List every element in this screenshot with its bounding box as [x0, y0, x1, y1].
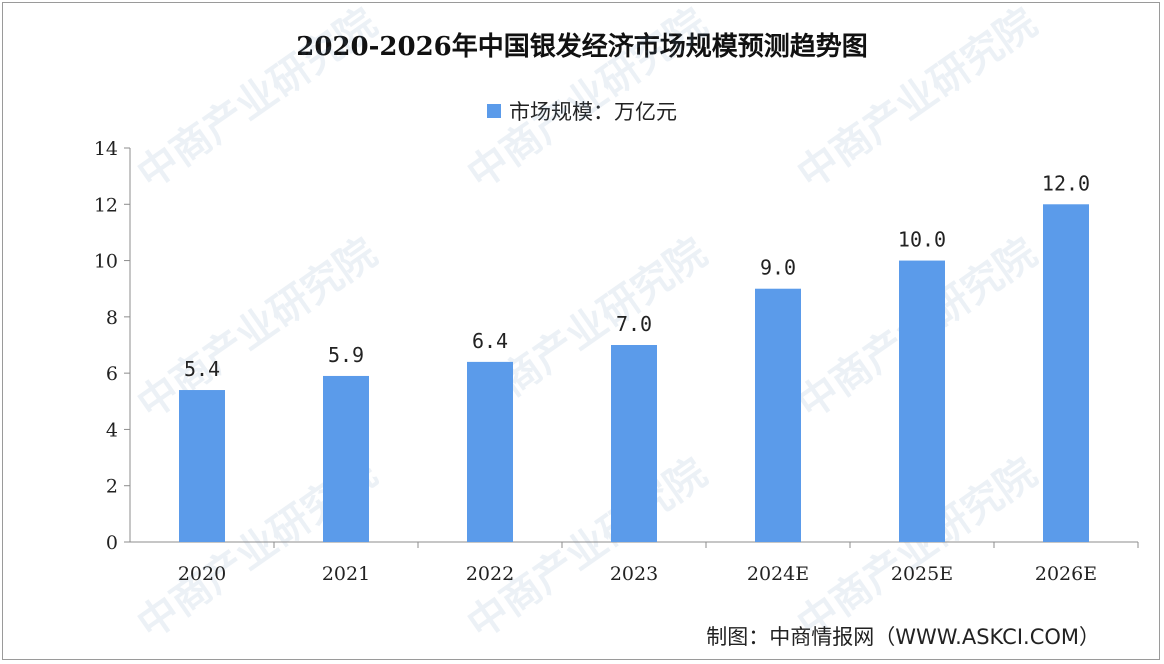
- y-tick-label: 4: [106, 419, 118, 441]
- bar-2021: [323, 375, 369, 542]
- value-label-2023: 7.0: [616, 312, 652, 336]
- y-tick-label: 6: [106, 363, 118, 385]
- bar-2024E: [755, 288, 801, 542]
- legend: 市场规模：万亿元: [0, 96, 1164, 126]
- watermark-text: 中商产业研究院: [129, 0, 385, 198]
- y-tick-label: 10: [94, 251, 118, 273]
- x-tick-label-2026E: 2026E: [1035, 563, 1097, 585]
- value-label-2026E: 12.0: [1042, 171, 1090, 195]
- bar-2020: [179, 390, 225, 542]
- x-tick-label-2021: 2021: [322, 563, 370, 585]
- y-tick-label: 12: [94, 194, 118, 216]
- value-label-2025E: 10.0: [898, 228, 946, 252]
- chart-title: 2020-2026年中国银发经济市场规模预测趋势图: [296, 32, 868, 62]
- x-tick-label-2020: 2020: [178, 563, 226, 585]
- watermark-text: 中商产业研究院: [459, 0, 715, 198]
- legend-swatch: [487, 104, 501, 118]
- bar-2026E: [1043, 204, 1089, 543]
- watermark-text: 中商产业研究院: [789, 0, 1045, 198]
- y-tick-label: 2: [106, 476, 118, 498]
- value-label-2020: 5.4: [184, 357, 220, 381]
- bar-2022: [467, 361, 513, 542]
- y-tick-label: 14: [94, 138, 118, 160]
- bar-2025E: [899, 260, 945, 542]
- x-tick-label-2022: 2022: [466, 563, 514, 585]
- value-label-2021: 5.9: [328, 343, 364, 367]
- source-credit: 制图：中商情报网（WWW.ASKCI.COM）: [706, 625, 1100, 649]
- value-label-2024E: 9.0: [760, 256, 796, 280]
- bar-2023: [611, 345, 657, 542]
- x-tick-label-2023: 2023: [610, 563, 658, 585]
- y-tick-label: 0: [106, 532, 118, 554]
- y-tick-label: 8: [106, 307, 118, 329]
- legend-label: 市场规模：万亿元: [509, 100, 677, 124]
- x-tick-label-2025E: 2025E: [891, 563, 953, 585]
- value-label-2022: 6.4: [472, 329, 508, 353]
- x-tick-label-2024E: 2024E: [747, 563, 809, 585]
